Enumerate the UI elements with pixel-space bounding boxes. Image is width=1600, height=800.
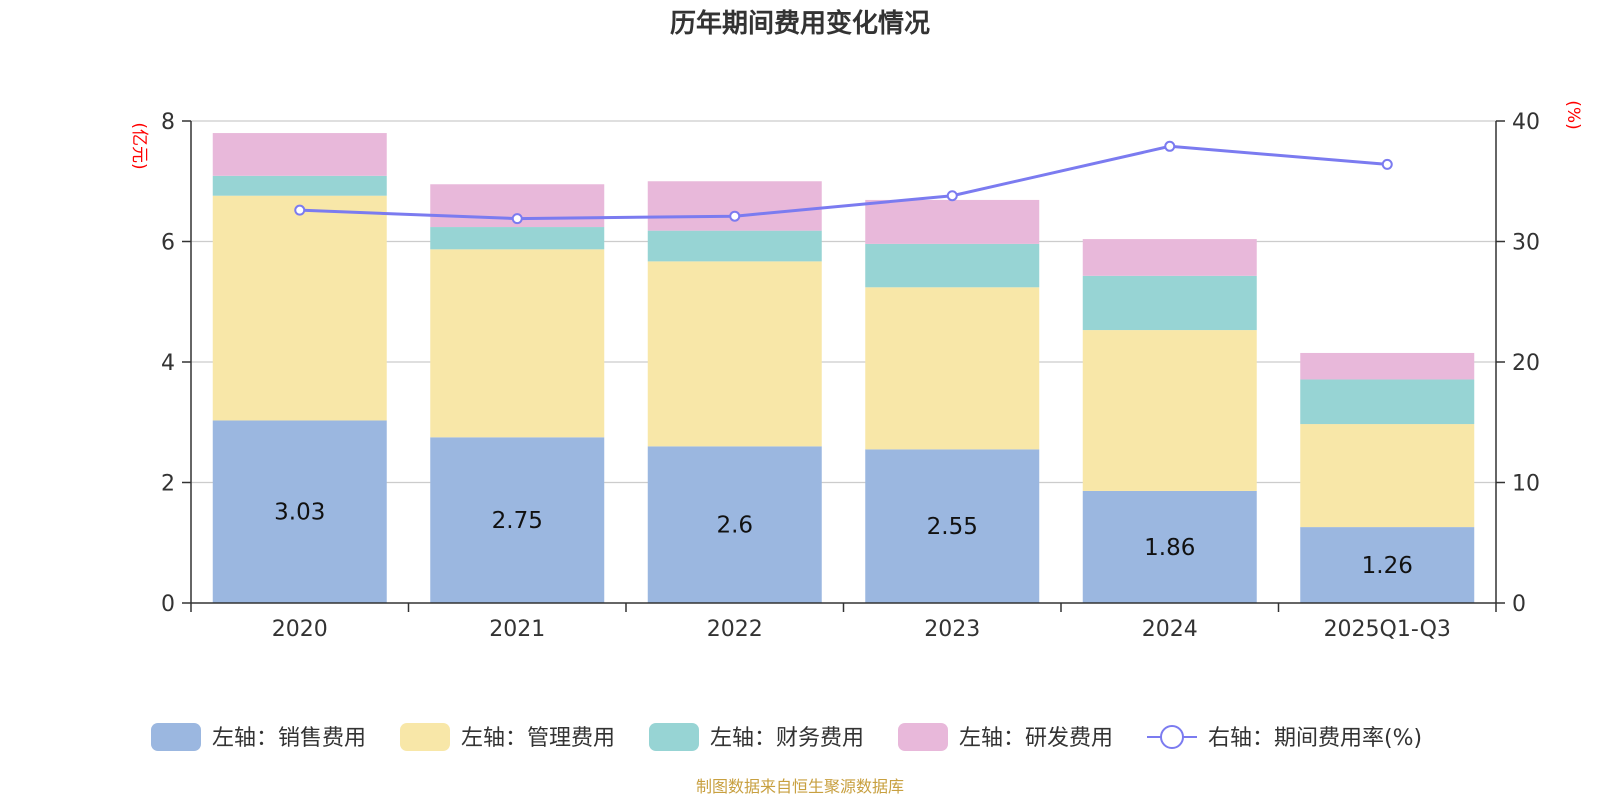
legend-label: 右轴：期间费用率(%) (1208, 726, 1422, 751)
legend-swatch (898, 723, 948, 751)
bar-segment (647, 446, 822, 603)
bar-segment (1082, 490, 1257, 603)
bar-segment (1082, 330, 1257, 491)
bar-segment (212, 175, 387, 196)
bar-segment (1300, 424, 1475, 528)
x-tick-label: 2021 (489, 617, 545, 642)
bar-segment (1300, 352, 1475, 380)
bar-segment (1082, 275, 1257, 331)
legend-label: 左轴：研发费用 (959, 726, 1113, 751)
bar-segment (647, 230, 822, 262)
bar-segment (212, 420, 387, 603)
y-right-tick-label: 30 (1512, 231, 1540, 256)
bar-data-label: 2.55 (927, 514, 978, 540)
rate-point (511, 213, 523, 225)
bar-segment (865, 243, 1040, 288)
legend-swatch (151, 723, 201, 751)
legend-label: 左轴：管理费用 (461, 726, 615, 751)
rate-point (1164, 140, 1176, 152)
y-right-tick-label: 40 (1512, 110, 1540, 135)
rate-line (294, 140, 1393, 225)
bar-segment (647, 261, 822, 447)
bars (212, 133, 1475, 603)
bar-data-label: 1.26 (1362, 553, 1413, 579)
y-left-axis: 0 2 4 6 8 (161, 110, 192, 617)
x-tick-label: 2024 (1142, 617, 1198, 642)
bar-segment (212, 133, 387, 176)
y-left-tick-label: 6 (161, 231, 175, 256)
bar-segment (865, 287, 1040, 450)
x-tick-label: 2025Q1-Q3 (1324, 617, 1451, 642)
y-right-axis: 0 10 20 30 40 (1495, 110, 1540, 617)
rate-line-path (299, 144, 1388, 221)
bar-segment (1082, 239, 1257, 276)
bar-segment (1300, 527, 1475, 603)
x-tick-label: 2023 (924, 617, 980, 642)
x-tick-label: 2022 (707, 617, 763, 642)
rate-point (294, 204, 306, 216)
legend-swatch (649, 723, 699, 751)
y-left-tick-label: 0 (161, 592, 175, 617)
y-right-tick-label: 10 (1512, 472, 1540, 497)
bar-segment (647, 181, 822, 231)
legend-label: 左轴：财务费用 (710, 726, 864, 751)
y-right-unit: (%) (1563, 100, 1583, 129)
bar-segment (865, 449, 1040, 603)
legend-marker (1160, 725, 1184, 749)
legend-label: 左轴：销售费用 (212, 726, 366, 751)
legend: 左轴：销售费用 左轴：管理费用 左轴：财务费用 左轴：研发费用 右轴：期间费用率(%) (151, 723, 1422, 751)
y-left-tick-label: 2 (161, 472, 175, 497)
rate-point (946, 190, 958, 202)
bar-data-label: 2.6 (716, 513, 753, 539)
rate-point (729, 210, 741, 222)
source-note: 制图数据来自恒生聚源数据库 (696, 777, 904, 796)
bar-segment (865, 199, 1040, 244)
x-tick-label: 2020 (272, 617, 328, 642)
bar-segment (430, 437, 605, 603)
y-left-tick-label: 8 (161, 110, 175, 135)
y-right-tick-label: 20 (1512, 351, 1540, 376)
grid-lines (191, 120, 1496, 484)
bar-data-label: 1.86 (1144, 535, 1195, 561)
bar-segment (430, 227, 605, 250)
x-axis: 2020 2021 2022 2023 2024 2025Q1-Q3 (190, 602, 1497, 642)
bar-segment (1300, 379, 1475, 425)
rate-point (1381, 158, 1393, 170)
bar-data-label: 3.03 (274, 500, 325, 526)
bar-segment (212, 195, 387, 421)
y-left-tick-label: 4 (161, 351, 175, 376)
y-right-tick-label: 0 (1512, 592, 1526, 617)
bar-labels: 3.03 2.75 2.6 2.55 1.86 1.26 (274, 500, 1413, 579)
chart-title: 历年期间费用变化情况 (670, 8, 930, 39)
bar-segment (430, 249, 605, 438)
bar-data-label: 2.75 (492, 508, 543, 534)
y-left-unit: (亿元) (129, 122, 149, 169)
legend-swatch (400, 723, 450, 751)
